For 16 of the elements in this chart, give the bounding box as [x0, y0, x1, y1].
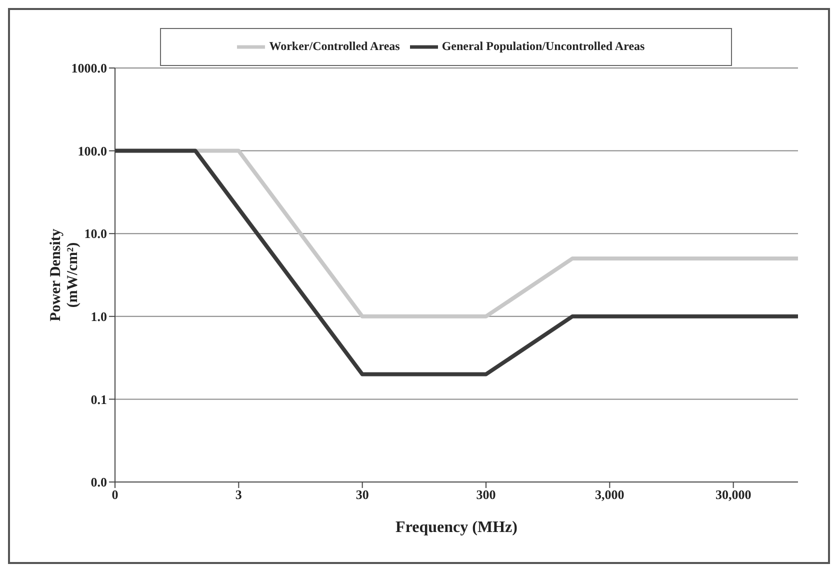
- y-tick-label: 10.0: [84, 226, 107, 242]
- y-tick-label: 0.0: [90, 474, 107, 490]
- x-tick-label: 30,000: [715, 487, 752, 502]
- y-tick-label: 0.1: [90, 392, 107, 407]
- x-tick-label: 3,000: [595, 487, 624, 502]
- x-tick-label: 30: [356, 487, 369, 502]
- x-tick-label: 3: [235, 487, 242, 502]
- x-tick-label: 300: [476, 487, 496, 502]
- y-tick-label: 1000.0: [71, 60, 107, 76]
- y-axis-title: Power Density (mW/cm²): [48, 228, 81, 322]
- y-tick-label: 1.0: [90, 309, 107, 324]
- y-tick-label: 100.0: [78, 143, 107, 158]
- x-tick-label: 0: [112, 487, 118, 502]
- legend-label: Worker/Controlled Areas: [269, 38, 400, 53]
- legend-label: General Population/Uncontrolled Areas: [442, 38, 645, 53]
- x-axis-title: Frequency (MHz): [396, 519, 518, 536]
